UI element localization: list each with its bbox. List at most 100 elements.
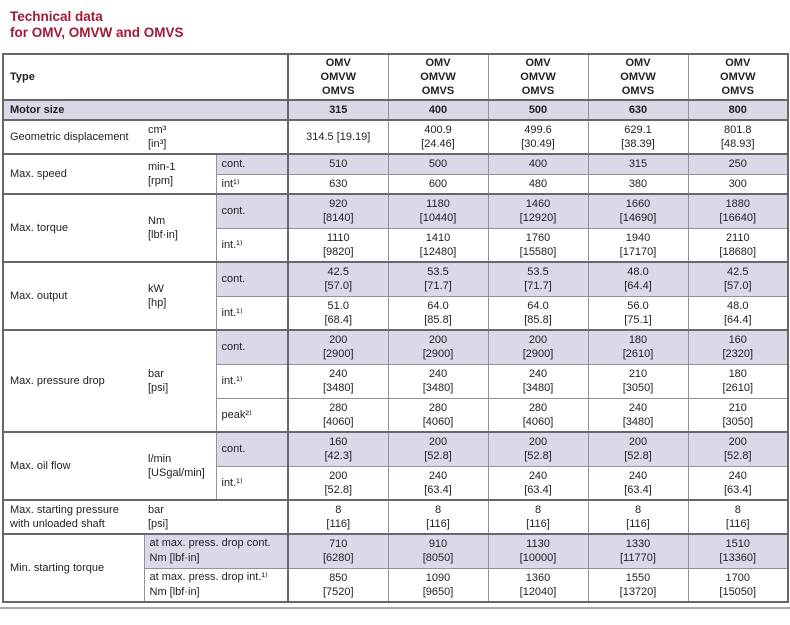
unit-cell: bar [psi]	[144, 329, 217, 433]
condition-cell: at max. press. drop cont. Nm [lbf·in]	[143, 533, 289, 569]
motor-size-value: 630	[587, 99, 689, 121]
technical-data-table: Type OMV OMVW OMVS OMV OMVW OMVS OMV OMV…	[2, 53, 789, 603]
value-cell: 280 [4060]	[487, 397, 589, 433]
column-header-630: OMV OMVW OMVS	[587, 53, 689, 101]
footer-divider	[0, 607, 790, 609]
value-cell: 48.0 [64.4]	[687, 295, 789, 331]
value-cell: 160 [2320]	[687, 329, 789, 365]
value-cell: 42.5 [57.0]	[687, 261, 789, 297]
value-cell: 240 [63.4]	[587, 465, 689, 501]
value-cell: 180 [2610]	[687, 363, 789, 399]
value-cell: 1090 [9650]	[387, 567, 489, 603]
condition-cell: at max. press. drop int.¹⁾ Nm [lbf·in]	[143, 567, 289, 603]
value-cell: 240 [3480]	[287, 363, 389, 399]
unit-cell: min-1 [rpm]	[144, 153, 217, 195]
condition-cell: int.¹⁾	[215, 465, 289, 501]
value-cell: 1460 [12920]	[487, 193, 589, 229]
value-cell: 160 [42.3]	[287, 431, 389, 467]
motor-size-value: 500	[487, 99, 589, 121]
value-cell: 210 [3050]	[687, 397, 789, 433]
condition-cell: cont.	[215, 261, 289, 297]
column-header-800: OMV OMVW OMVS	[687, 53, 789, 101]
table-row-max-oil-flow-cont: Max. oil flow l/min [USgal/min] cont. 16…	[2, 431, 789, 501]
table-row-max-oil-flow-int: int.¹⁾ 200 [52.8] 240 [63.4] 240 [63.4] …	[3, 465, 789, 501]
row-label: Max. torque	[2, 193, 145, 263]
value-cell: 801.8 [48.93]	[687, 119, 789, 155]
row-label: Max. pressure drop	[2, 329, 145, 433]
table-row-max-pressure-drop-peak: peak²⁾ 280 [4060] 280 [4060] 280 [4060] …	[3, 397, 789, 433]
value-cell: 1510 [13360]	[687, 533, 789, 569]
motor-size-value: 800	[687, 99, 789, 121]
value-cell: 42.5 [57.0]	[287, 261, 389, 297]
value-cell: 499.6 [30.49]	[487, 119, 589, 155]
value-cell: 2110 [18680]	[687, 227, 789, 263]
table-row-max-starting-pressure: Max. starting pressure with unloaded sha…	[2, 499, 789, 535]
value-cell: 850 [7520]	[287, 567, 389, 603]
value-cell: 315	[587, 153, 689, 175]
type-label: Type	[2, 53, 289, 101]
value-cell: 210 [3050]	[587, 363, 689, 399]
condition-cell: cont.	[215, 193, 289, 229]
table-row-max-output-int: int.¹⁾ 51.0 [68.4] 64.0 [85.8] 64.0 [85.…	[3, 295, 789, 331]
value-cell: 480	[487, 173, 589, 195]
table-row-min-starting-torque-int: at max. press. drop int.¹⁾ Nm [lbf·in] 8…	[3, 567, 789, 603]
table-row-motor-size: Motor size 315 400 500 630 800	[2, 99, 789, 121]
value-cell: 1360 [12040]	[487, 567, 589, 603]
row-label: Max. starting pressure with unloaded sha…	[2, 499, 145, 535]
value-cell: 64.0 [85.8]	[487, 295, 589, 331]
value-cell: 510	[287, 153, 389, 175]
value-cell: 1700 [15050]	[687, 567, 789, 603]
value-cell: 180 [2610]	[587, 329, 689, 365]
value-cell: 240 [3480]	[587, 397, 689, 433]
motor-size-value: 315	[287, 99, 389, 121]
value-cell: 53.5 [71.7]	[387, 261, 489, 297]
value-cell: 240 [63.4]	[487, 465, 589, 501]
condition-cell: int.¹⁾	[215, 227, 289, 263]
table-row-max-torque-int: int.¹⁾ 1110 [9820] 1410 [12480] 1760 [15…	[3, 227, 789, 263]
value-cell: 629.1 [38.39]	[587, 119, 689, 155]
value-cell: 1180 [10440]	[387, 193, 489, 229]
value-cell: 240 [3480]	[487, 363, 589, 399]
unit-cell: Nm [lbf·in]	[144, 193, 217, 263]
value-cell: 600	[387, 173, 489, 195]
value-cell: 1660 [14690]	[587, 193, 689, 229]
value-cell: 200 [2900]	[387, 329, 489, 365]
page-title: Technical data for OMV, OMVW and OMVS	[10, 9, 790, 41]
value-cell: 1940 [17170]	[587, 227, 689, 263]
value-cell: 1110 [9820]	[287, 227, 389, 263]
condition-cell: int¹⁾	[215, 173, 289, 195]
value-cell: 200 [52.8]	[287, 465, 389, 501]
table-row-max-output-cont: Max. output kW [hp] cont. 42.5 [57.0] 53…	[2, 261, 789, 331]
value-cell: 200 [52.8]	[487, 431, 589, 467]
unit-cell: bar [psi]	[144, 499, 289, 535]
value-cell: 1130 [10000]	[487, 533, 589, 569]
value-cell: 8 [116]	[587, 499, 689, 535]
value-cell: 280 [4060]	[387, 397, 489, 433]
motor-size-label: Motor size	[2, 99, 289, 121]
value-cell: 1550 [13720]	[587, 567, 689, 603]
value-cell: 920 [8140]	[287, 193, 389, 229]
unit-cell: cm³ [in³]	[144, 119, 289, 155]
column-header-315: OMV OMVW OMVS	[287, 53, 389, 101]
value-cell: 240 [3480]	[387, 363, 489, 399]
value-cell: 8 [116]	[687, 499, 789, 535]
value-cell: 240 [63.4]	[687, 465, 789, 501]
value-cell: 53.5 [71.7]	[487, 261, 589, 297]
value-cell: 8 [116]	[287, 499, 389, 535]
condition-cell: cont.	[215, 329, 289, 365]
row-label: Max. oil flow	[2, 431, 145, 501]
value-cell: 200 [52.8]	[387, 431, 489, 467]
condition-cell: peak²⁾	[215, 397, 289, 433]
value-cell: 1880 [16640]	[687, 193, 789, 229]
value-cell: 8 [116]	[387, 499, 489, 535]
table-row-max-torque-cont: Max. torque Nm [lbf·in] cont. 920 [8140]…	[2, 193, 789, 263]
title-line-2: for OMV, OMVW and OMVS	[10, 25, 184, 40]
row-label: Max. speed	[2, 153, 145, 195]
value-cell: 200 [52.8]	[587, 431, 689, 467]
value-cell: 1410 [12480]	[387, 227, 489, 263]
row-label: Geometric displacement	[2, 119, 145, 155]
value-cell: 1760 [15580]	[487, 227, 589, 263]
unit-cell: kW [hp]	[144, 261, 217, 331]
value-cell: 200 [2900]	[287, 329, 389, 365]
value-cell: 710 [6280]	[287, 533, 389, 569]
